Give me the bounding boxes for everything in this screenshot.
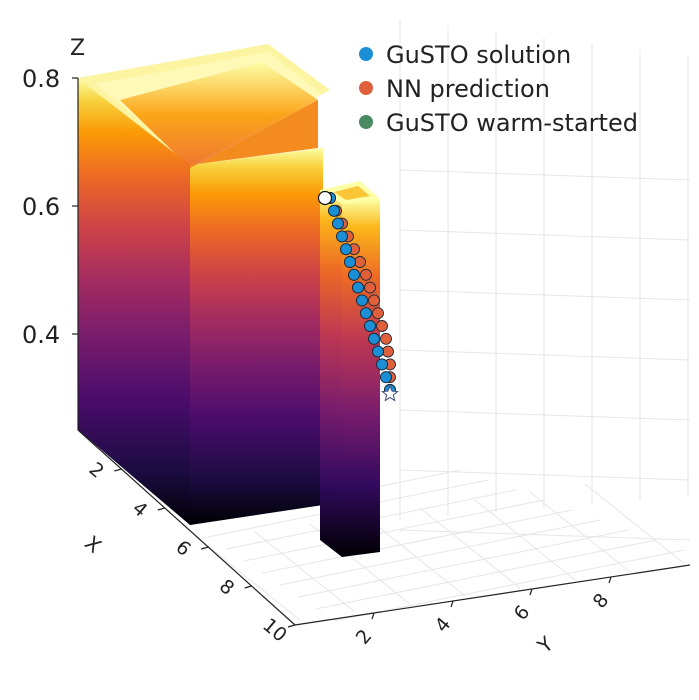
y-tick-label-3: 8 <box>589 589 614 612</box>
y-tick-mark-0 <box>371 612 375 620</box>
gusto-solution-point-6 <box>348 268 360 281</box>
y-tick-mark-1 <box>450 600 454 608</box>
gusto-solution-point-4 <box>340 243 352 256</box>
trajectory-series <box>317 190 399 402</box>
y-tick-mark-2 <box>529 588 533 596</box>
legend: GuSTO solution NN prediction GuSTO warm-… <box>359 41 638 137</box>
legend-item-nn-prediction: NN prediction <box>359 75 550 103</box>
gusto-solution-point-13 <box>376 358 388 371</box>
x-axis-label: X <box>80 531 106 558</box>
legend-label-nn-prediction: NN prediction <box>386 75 550 103</box>
y-tick-mark-3 <box>608 576 612 584</box>
nn-prediction-point-8 <box>368 294 380 307</box>
axis-grid <box>189 20 691 622</box>
nn-prediction-point-10 <box>376 320 388 332</box>
y-tick-label-2: 6 <box>510 601 535 624</box>
x-tick-mark-1 <box>157 507 165 511</box>
z-tick-label-1: 0.6 <box>22 193 60 221</box>
legend-item-gusto-solution: GuSTO solution <box>359 41 571 69</box>
obstacle-large-block <box>78 44 330 525</box>
nn-prediction-point-6 <box>360 268 372 281</box>
nn-prediction-point-12 <box>382 345 394 358</box>
z-axis-label: Z <box>70 36 85 61</box>
gusto-solution-point-8 <box>356 294 368 307</box>
gusto-solution-point-11 <box>368 332 380 345</box>
gusto-solution-point-10 <box>364 320 376 332</box>
gusto-solution-point-3 <box>336 230 348 243</box>
y-tick-label-1: 4 <box>431 613 456 636</box>
legend-item-gusto-warm-started: GuSTO warm-started <box>359 109 638 137</box>
axis-frame <box>77 78 691 626</box>
z-tick-label-2: 0.8 <box>22 65 60 93</box>
nn-prediction-point-11 <box>380 332 392 345</box>
start-marker <box>317 190 333 206</box>
x-tick-mark-2 <box>201 546 209 550</box>
goal-marker <box>381 384 399 402</box>
y-axis-label: Y <box>532 631 558 658</box>
legend-marker-gusto-solution <box>359 47 373 61</box>
gusto-solution-point-7 <box>352 281 364 294</box>
z-tick-label-0: 0.4 <box>22 321 60 349</box>
z-axis-ticks: 0.4 0.6 0.8 <box>22 65 78 349</box>
y-axis-ticks: 2 4 6 8 <box>352 576 614 649</box>
x-tick-mark-0 <box>114 468 122 472</box>
x-tick-label-3: 8 <box>215 575 238 600</box>
gusto-solution-point-9 <box>360 307 372 320</box>
gusto-solution-point-2 <box>332 217 344 230</box>
gusto-solution-point-5 <box>344 256 356 268</box>
x-tick-label-2: 6 <box>171 536 194 561</box>
nn-prediction-point-9 <box>372 307 384 320</box>
x-tick-mark-3 <box>244 585 252 589</box>
legend-marker-gusto-warm-started <box>359 115 373 129</box>
gusto-solution-point-1 <box>328 204 340 217</box>
legend-label-gusto-solution: GuSTO solution <box>386 41 571 69</box>
gusto-solution-point-14 <box>380 371 392 384</box>
legend-label-gusto-warm-started: GuSTO warm-started <box>386 109 638 137</box>
y-tick-label-0: 2 <box>352 625 377 648</box>
x-tick-label-0: 2 <box>85 458 108 483</box>
gusto-solution-point-12 <box>372 345 384 358</box>
x-tick-label-4: 10 <box>258 614 291 646</box>
legend-marker-nn-prediction <box>359 81 373 95</box>
x-tick-mark-4 <box>287 624 296 628</box>
x-tick-label-1: 4 <box>128 497 151 522</box>
nn-prediction-point-7 <box>364 281 376 294</box>
nn-prediction-point-5 <box>354 256 366 268</box>
